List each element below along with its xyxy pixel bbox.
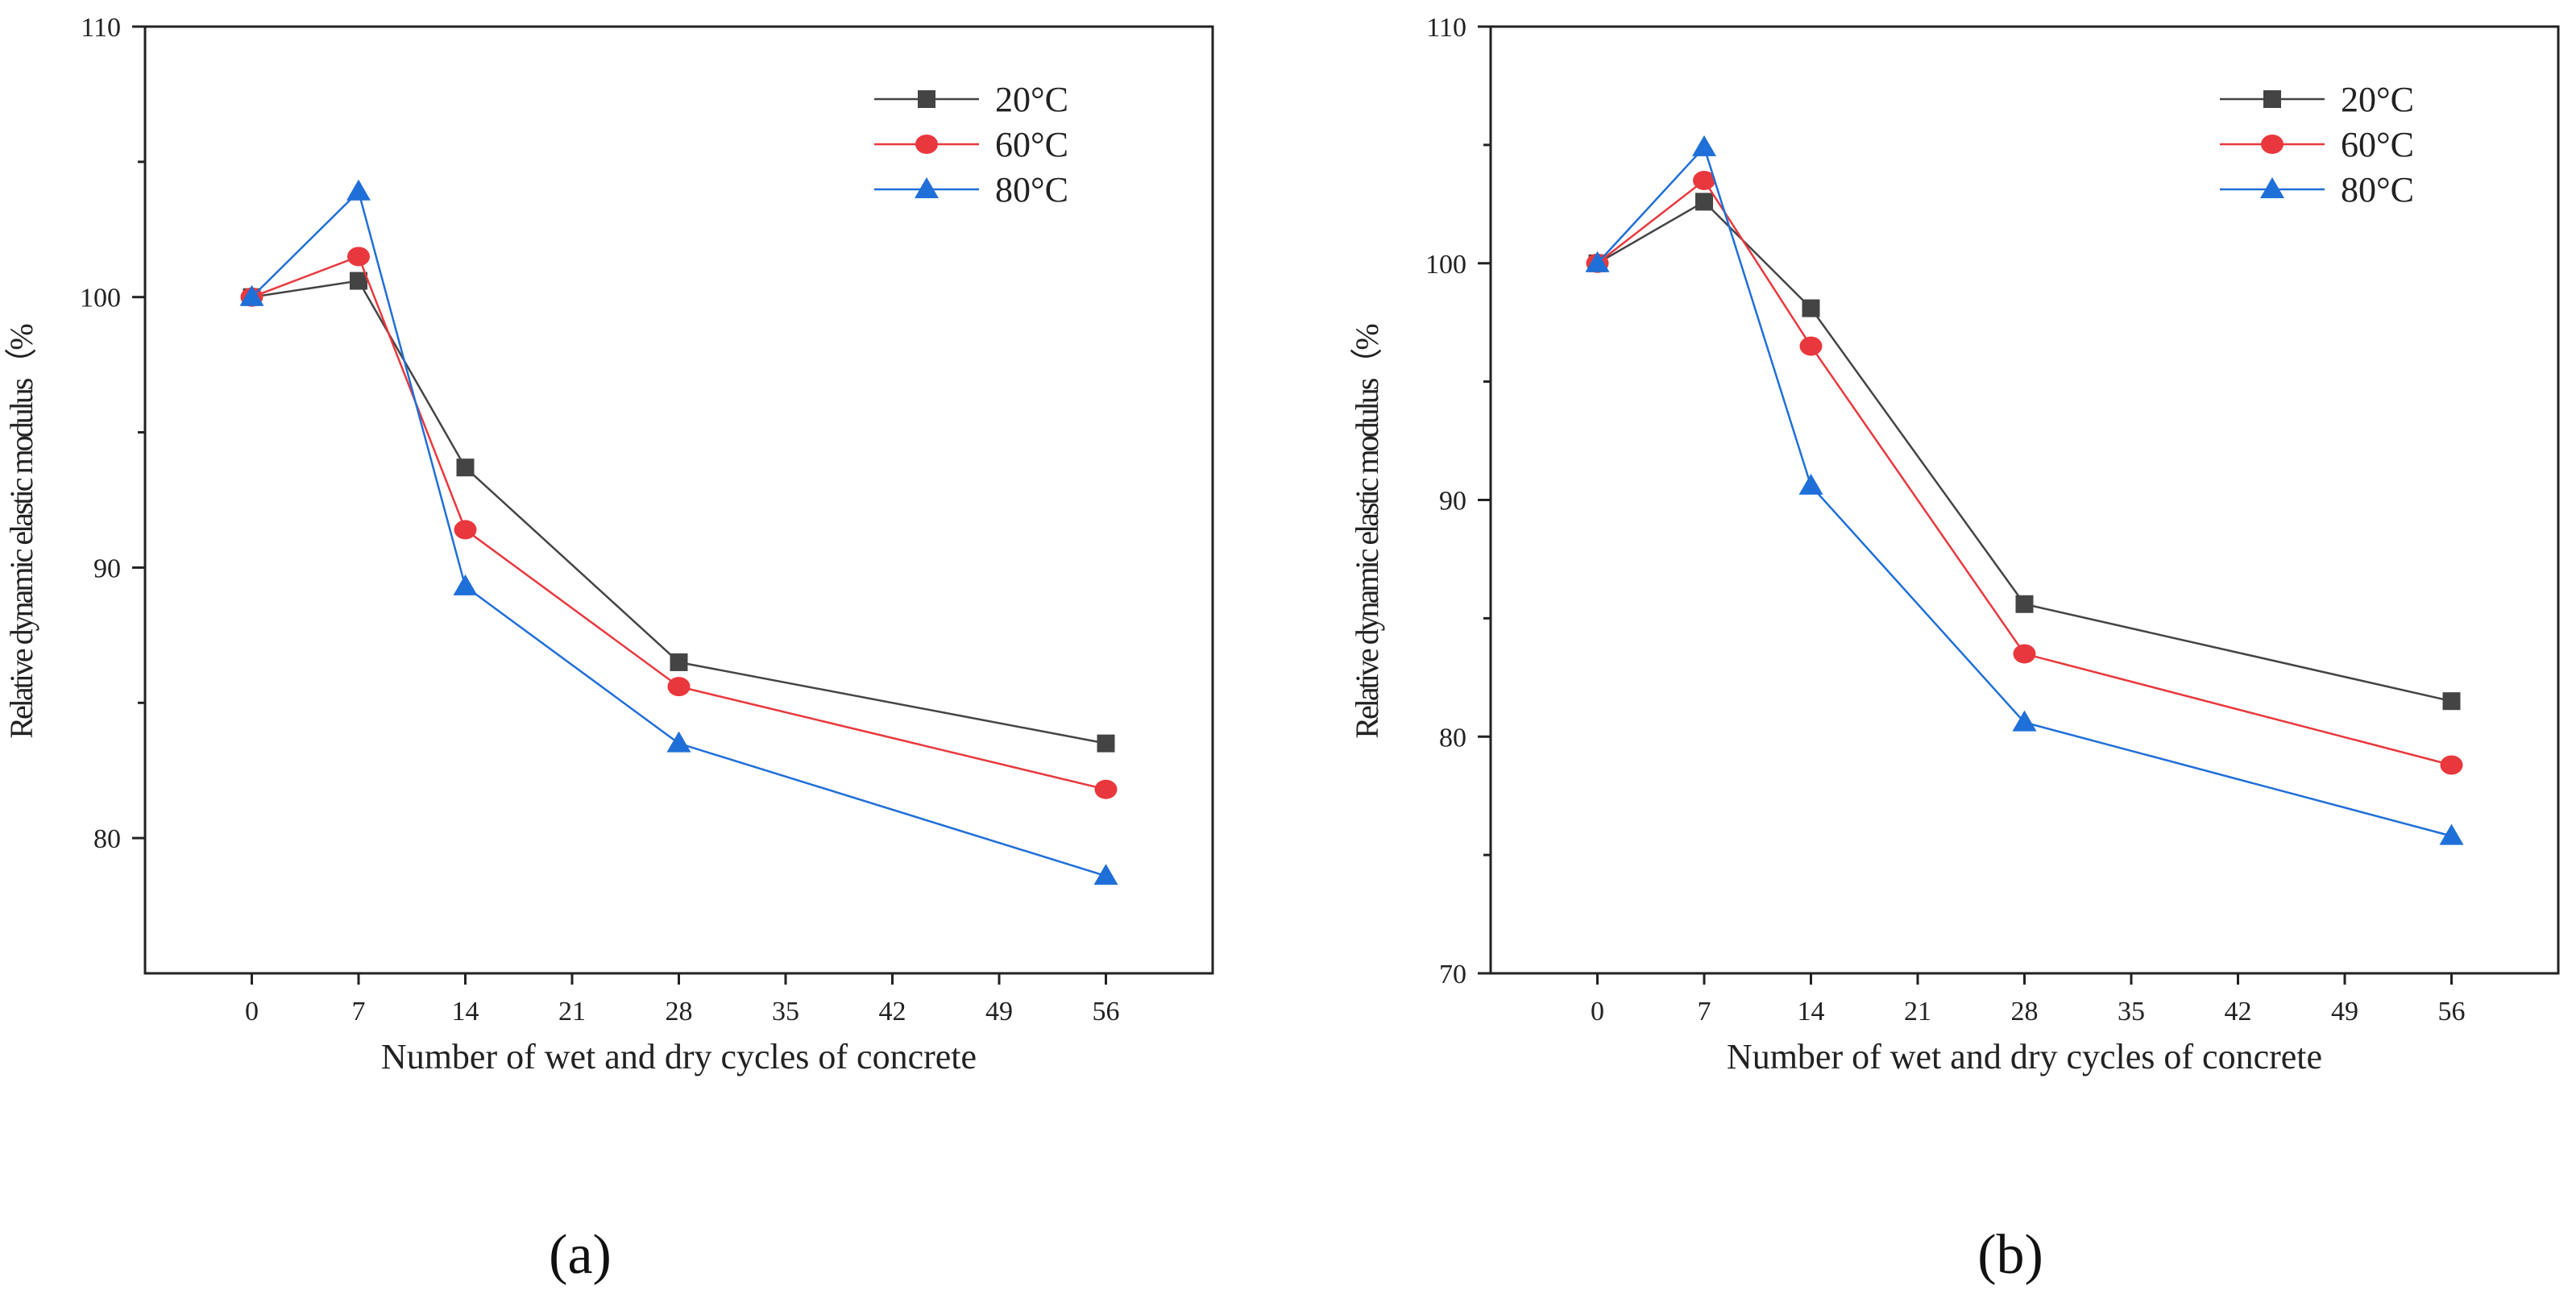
x-tick-label: 35 — [772, 997, 799, 1026]
data-point-2-4 — [2439, 823, 2464, 845]
data-point-0-1 — [1695, 193, 1713, 211]
legend-label-2: 80°C — [2341, 170, 2414, 209]
x-tick-label: 49 — [2331, 997, 2358, 1026]
chart-panel-b: 0 7 14 21 28 35 42 49 56 70 80 90 100 110 Number of we… — [1349, 13, 2560, 1286]
x-tick-label: 7 — [352, 997, 366, 1026]
legend-marker-2 — [915, 177, 939, 198]
x-tick-label: 21 — [558, 997, 586, 1026]
x-tick-label: 28 — [666, 997, 693, 1026]
y-tick-label: 110 — [1426, 13, 1466, 43]
data-point-1-1 — [347, 247, 370, 267]
y-tick-label: 100 — [80, 284, 121, 313]
plot-frame — [1489, 25, 2560, 975]
legend-marker-2 — [2260, 177, 2284, 198]
data-point-1-2 — [1799, 336, 1823, 356]
data-point-1-1 — [1693, 170, 1715, 190]
legend-label-1: 60°C — [2341, 125, 2414, 164]
legend-label-2: 80°C — [995, 170, 1068, 209]
x-tick-label: 14 — [452, 997, 479, 1026]
legend-label-0: 20°C — [995, 80, 1068, 119]
data-point-2-4 — [1093, 864, 1118, 885]
x-tick-label: 35 — [2118, 997, 2145, 1026]
data-point-2-0 — [239, 284, 264, 306]
x-tick-label: 7 — [1698, 997, 1711, 1026]
panel-label: (a) — [549, 1224, 612, 1286]
y-tick-label: 80 — [93, 824, 121, 854]
y-tick-label: 90 — [93, 554, 121, 583]
series-line-0 — [1596, 200, 2452, 703]
legend-label-0: 20°C — [2341, 80, 2414, 119]
x-tick-label: 42 — [879, 997, 906, 1026]
series-line-2 — [1596, 145, 2452, 837]
x-tick-label: 49 — [985, 997, 1013, 1026]
data-point-1-2 — [454, 520, 477, 540]
x-axis-title: Number of wet and dry cycles of concrete — [1727, 1037, 2322, 1076]
y-tick-label: 90 — [1439, 487, 1466, 516]
y-tick-label: 80 — [1439, 723, 1466, 753]
data-point-0-4 — [2442, 692, 2461, 711]
data-point-2-3 — [666, 731, 691, 753]
data-point-1-4 — [1094, 779, 1118, 799]
legend-marker-1 — [915, 135, 938, 154]
plot-frame — [143, 25, 1214, 975]
data-point-0-1 — [350, 272, 367, 290]
data-point-0-4 — [1097, 734, 1115, 753]
y-tick-label: 100 — [1425, 250, 1466, 280]
x-tick-label: 28 — [2011, 997, 2039, 1026]
y-tick-label: 110 — [81, 13, 121, 43]
data-point-1-3 — [667, 677, 691, 697]
data-point-1-4 — [2440, 755, 2463, 775]
x-tick-label: 56 — [2438, 997, 2466, 1026]
data-point-2-2 — [1798, 473, 1823, 495]
x-tick-label: 42 — [2225, 997, 2252, 1026]
data-point-0-2 — [456, 458, 475, 477]
legend-marker-0 — [918, 90, 935, 108]
x-tick-label: 0 — [245, 997, 259, 1026]
x-tick-label: 56 — [1093, 997, 1120, 1026]
x-tick-label: 14 — [1798, 997, 1825, 1026]
panel-label: (b) — [1977, 1224, 2043, 1286]
data-point-0-3 — [670, 653, 688, 671]
legend-label-1: 60°C — [995, 125, 1068, 164]
legend-marker-0 — [2263, 90, 2281, 108]
data-point-2-2 — [453, 574, 478, 595]
data-point-2-1 — [346, 179, 371, 201]
legend-marker-1 — [2261, 135, 2284, 154]
x-tick-label: 21 — [1904, 997, 1931, 1026]
data-point-1-3 — [2013, 644, 2036, 664]
series-line-0 — [251, 280, 1106, 744]
y-axis-title: Relative dynamic elastic modulus（% — [1349, 325, 1385, 739]
data-point-2-0 — [1585, 251, 1610, 272]
series-line-1 — [1596, 179, 2452, 766]
data-point-0-3 — [2015, 595, 2034, 613]
x-axis-title: Number of wet and dry cycles of concrete — [381, 1037, 977, 1076]
chart-panel-a: 0 7 14 21 28 35 42 49 56 80 90 100 110 Number of wet … — [3, 13, 1214, 1286]
series-line-1 — [251, 255, 1106, 790]
data-point-2-3 — [2012, 710, 2037, 732]
series-line-2 — [251, 189, 1106, 877]
data-point-2-1 — [1692, 135, 1716, 156]
y-axis-title: Relative dynamic elastic modulus（% — [3, 325, 39, 739]
x-tick-label: 0 — [1591, 997, 1604, 1026]
y-tick-label: 70 — [1439, 960, 1466, 989]
data-point-0-2 — [1802, 299, 1820, 317]
